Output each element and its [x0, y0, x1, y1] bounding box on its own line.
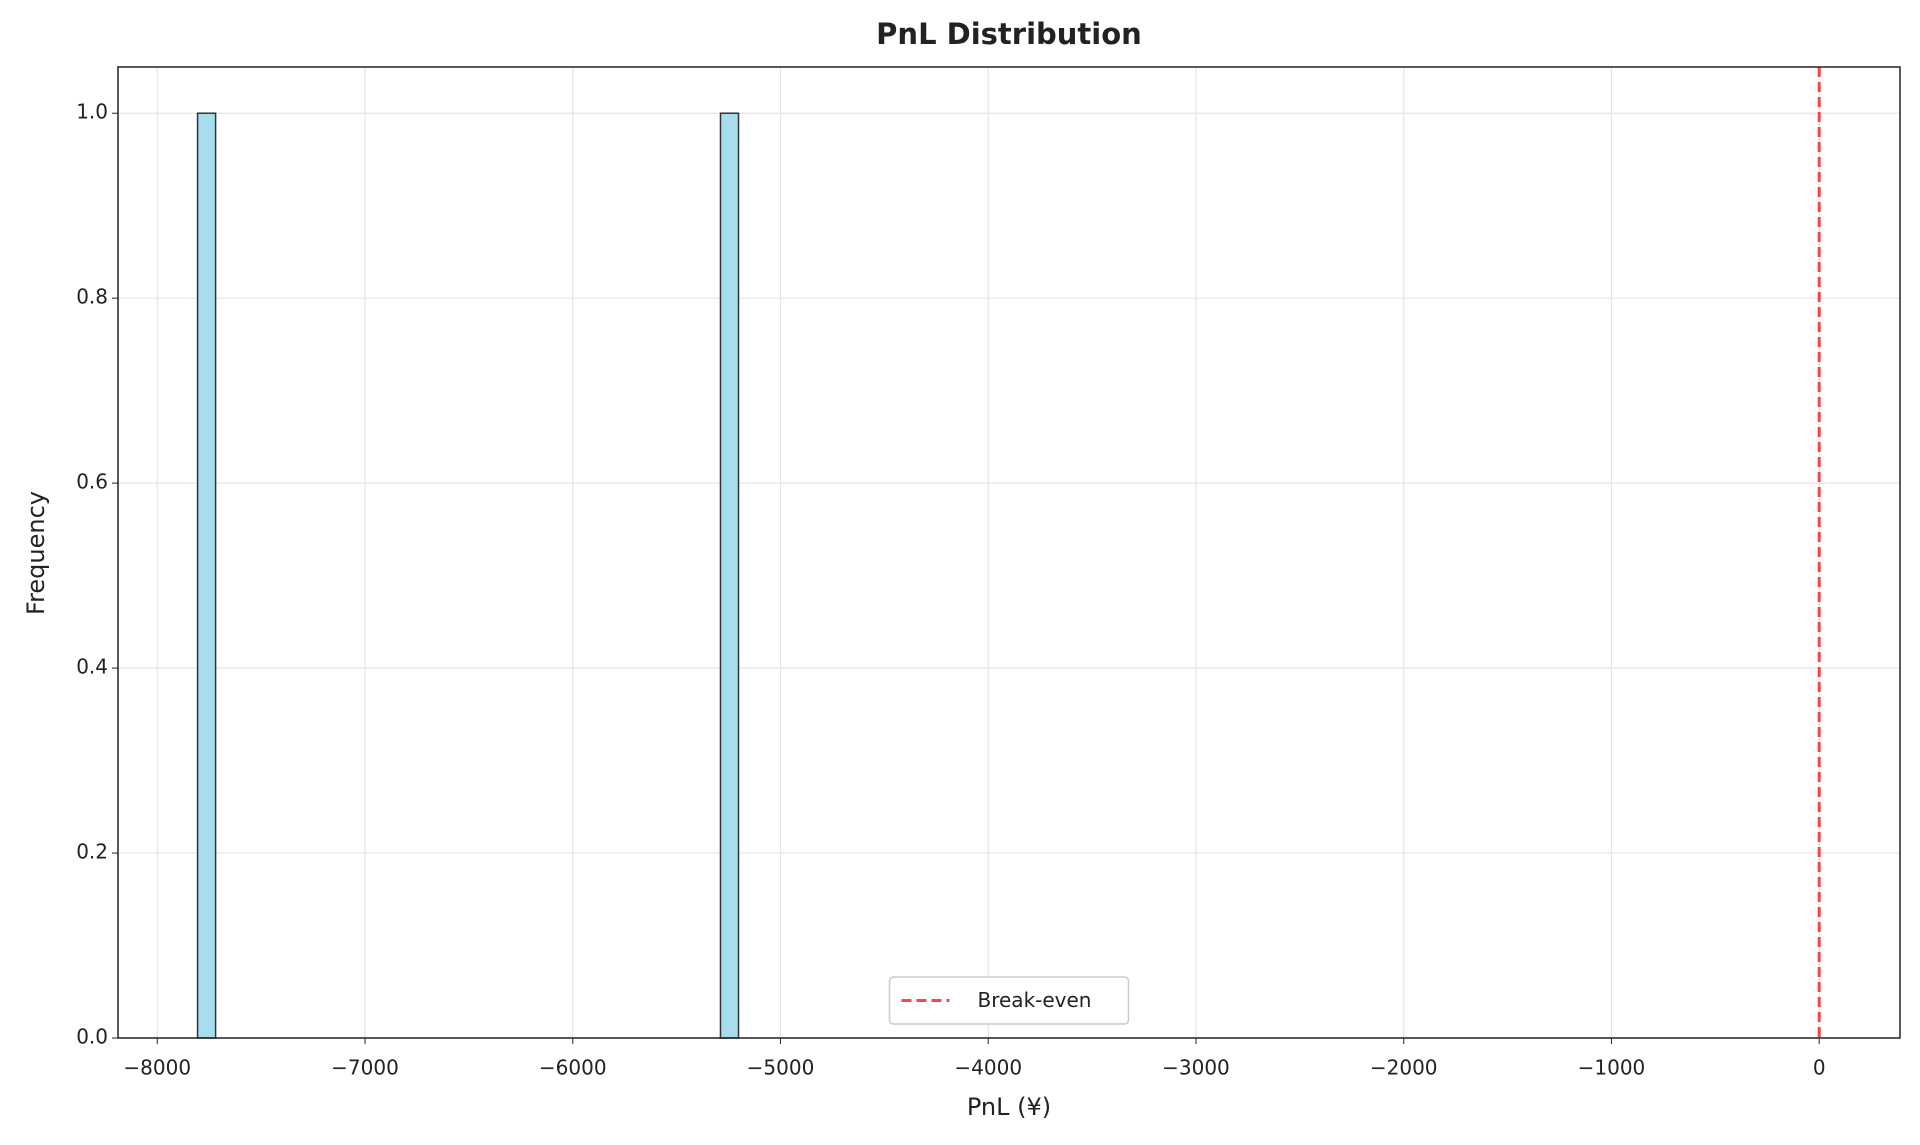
y-tick-label: 0.0 [76, 1025, 108, 1049]
x-tick-label: 0 [1813, 1056, 1826, 1080]
x-tick-label: −4000 [954, 1056, 1022, 1080]
axes-frame [117, 66, 1901, 1039]
bar [196, 112, 217, 1039]
chart-title: PnL Distribution [876, 17, 1142, 51]
legend-box [888, 976, 1130, 1025]
y-tick-label: 0.4 [76, 655, 108, 679]
y-tick-label: 0.8 [76, 285, 108, 309]
x-tick-label: −6000 [539, 1056, 607, 1080]
y-tick-label: 0.2 [76, 840, 108, 864]
x-tick-label: −5000 [747, 1056, 815, 1080]
bar [719, 112, 740, 1039]
y-axis-label: Frequency [22, 491, 50, 615]
x-tick-label: −8000 [123, 1056, 191, 1080]
x-tick-label: −1000 [1578, 1056, 1646, 1080]
x-tick-label: −2000 [1370, 1056, 1438, 1080]
x-tick-label: −7000 [331, 1056, 399, 1080]
legend: Break-even [888, 976, 1130, 1025]
legend-label: Break-even [978, 988, 1092, 1012]
x-tick-label: −3000 [1162, 1056, 1230, 1080]
x-axis-label: PnL (¥) [967, 1093, 1051, 1121]
y-tick-label: 0.6 [76, 470, 108, 494]
y-tick-label: 1.0 [76, 100, 108, 124]
